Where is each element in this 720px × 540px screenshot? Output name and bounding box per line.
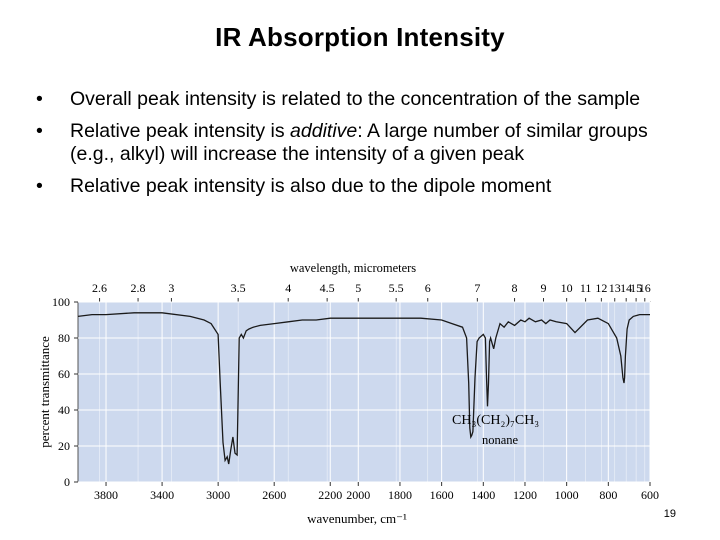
top-tick-label: 4 [285, 281, 291, 295]
x-tick-label: 600 [641, 488, 659, 502]
x-tick-label: 3400 [150, 488, 174, 502]
top-tick-label: 3 [168, 281, 174, 295]
bullet-item-concentration: • Overall peak intensity is related to t… [36, 88, 696, 112]
top-axis-label: wavelength, micrometers [290, 261, 416, 275]
bullet-list: • Overall peak intensity is related to t… [36, 88, 696, 206]
top-tick-label: 8 [512, 281, 518, 295]
y-axis-label: percent transmittance [37, 336, 52, 448]
top-tick-label: 4.5 [320, 281, 335, 295]
x-tick-label: 2200 [318, 488, 342, 502]
top-tick-label: 2.8 [131, 281, 146, 295]
bullet-marker: • [36, 119, 43, 142]
bullet-marker: • [36, 88, 43, 110]
bullet-text: Relative peak intensity is [70, 119, 291, 142]
x-tick-label: 3800 [94, 488, 118, 502]
top-tick-label: 6 [425, 281, 431, 295]
y-tick-label: 0 [64, 475, 70, 489]
series-line-transmittance [77, 312, 650, 465]
y-tick-label: 20 [58, 439, 70, 453]
x-axis-ticks: 3800 3400 3000 2600 2200 2000 1800 1600 1400 1200… [94, 482, 659, 502]
top-tick-label: 5 [355, 281, 361, 295]
x-tick-label: 1800 [388, 488, 412, 502]
bullet-marker: • [36, 174, 43, 197]
top-tick-label: 9 [540, 281, 546, 295]
top-tick-label: 13 [609, 281, 621, 295]
x-tick-label: 3000 [206, 488, 230, 502]
slide-number: 19 [663, 508, 676, 520]
bullet-item-additive: • Relative peak intensity is additive: A… [36, 120, 696, 167]
bullet-text: Overall peak intensity is related to the… [70, 88, 641, 110]
grid-lines [78, 301, 651, 483]
top-tick-label: 16 [639, 281, 651, 295]
x-tick-label: 1400 [471, 488, 495, 502]
x-tick-label: 1000 [555, 488, 579, 502]
compound-formula: CH₃(CH₂)₇CH₃ [452, 413, 539, 428]
bullet-item-dipole: • Relative peak intensity is also due to… [36, 175, 696, 199]
x-tick-label: 2600 [262, 488, 286, 502]
y-tick-label: 100 [52, 295, 70, 309]
x-tick-label: 2000 [346, 488, 370, 502]
bullet-text: Relative peak intensity is also due to t… [70, 174, 552, 197]
y-tick-label: 80 [58, 331, 70, 345]
top-tick-label: 11 [580, 281, 592, 295]
top-tick-label: 7 [474, 281, 480, 295]
top-tick-label: 3.5 [231, 281, 246, 295]
x-axis-label: wavenumber, cm⁻¹ [307, 511, 407, 526]
y-tick-label: 60 [58, 367, 70, 381]
top-tick-label: 12 [595, 281, 607, 295]
y-tick-label: 40 [58, 403, 70, 417]
x-tick-label: 1200 [513, 488, 537, 502]
y-axis-ticks: 0 20 40 60 80 100 [52, 295, 78, 489]
plot-area [77, 301, 651, 483]
bullet-emphasis: additive [290, 119, 358, 142]
bullet-text-continued: : A large number of similar groups (e.g.… [70, 119, 648, 166]
x-tick-label: 1600 [430, 488, 454, 502]
top-tick-label: 5.5 [389, 281, 404, 295]
x-tick-label: 800 [599, 488, 617, 502]
top-tick-label: 2.6 [92, 281, 107, 295]
slide-title: IR Absorption Intensity [215, 22, 505, 52]
compound-name: nonane [482, 433, 519, 447]
top-tick-label: 15 [630, 281, 642, 295]
ir-spectrum-chart: wavelength, micrometers 2.6 2.8 3 3.5 4 4.5 5 5… [37, 261, 659, 526]
top-tick-label: 14 [620, 281, 632, 295]
top-tick-label: 10 [561, 281, 573, 295]
